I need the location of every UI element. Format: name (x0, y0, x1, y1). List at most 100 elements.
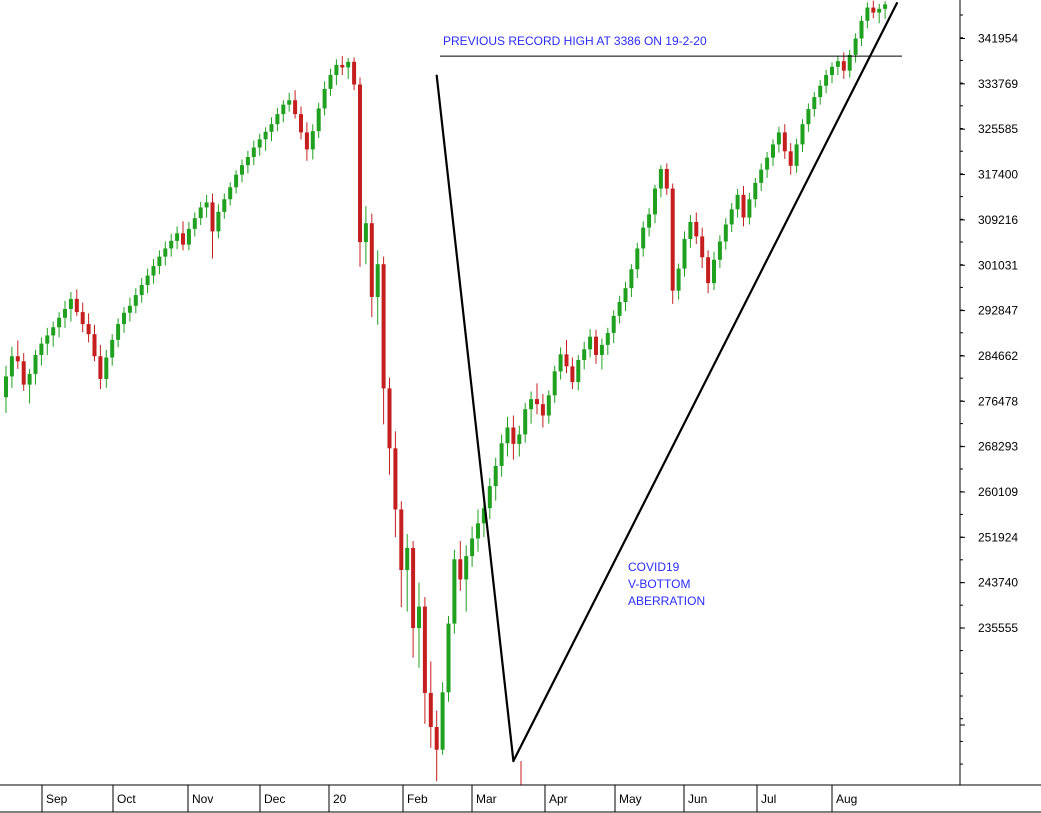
y-tick-label: 276478 (978, 394, 1018, 408)
candle-body (611, 315, 616, 333)
candle (287, 92, 292, 112)
candle (334, 59, 339, 86)
candle (169, 233, 174, 257)
candle-body (234, 174, 239, 188)
candle-body (86, 324, 91, 335)
candle (4, 365, 8, 413)
candle (369, 213, 374, 318)
candle-body (753, 182, 758, 200)
candle (546, 390, 551, 424)
y-tick-label: 235555 (978, 621, 1018, 635)
candle-body (381, 264, 386, 389)
y-tick-label: 341954 (978, 32, 1018, 46)
candle (399, 501, 404, 608)
candle-body (21, 361, 26, 385)
candle-body (328, 75, 333, 89)
candle (86, 313, 91, 343)
candle-body (198, 207, 203, 219)
candle-body (122, 312, 126, 325)
candle-body (452, 559, 457, 624)
candle (788, 143, 793, 175)
candle-body (363, 223, 368, 243)
candle (464, 545, 469, 612)
candle (493, 457, 498, 501)
candle-body (535, 399, 539, 405)
y-tick-label: 243740 (978, 576, 1018, 590)
candle (564, 339, 569, 374)
candle-body (694, 221, 699, 237)
candle (505, 416, 510, 457)
candle-body (358, 84, 362, 243)
candle-body (263, 131, 268, 140)
candle-body (257, 139, 262, 148)
candle (517, 425, 522, 457)
candle (281, 100, 286, 123)
candle-body (110, 339, 115, 358)
candle-body (299, 114, 303, 133)
candle (405, 534, 410, 612)
candle (322, 81, 327, 116)
candle-body (818, 85, 823, 98)
lines-layer (435, 2, 902, 785)
candle-body (139, 284, 144, 296)
candle (381, 256, 386, 425)
candle-body (523, 409, 528, 435)
candle-body (576, 360, 581, 383)
y-tick-label: 301031 (978, 258, 1018, 272)
candle-body (405, 547, 410, 570)
candle (263, 127, 268, 151)
x-tick-label: Jun (688, 792, 707, 806)
candle-body (169, 240, 174, 249)
candle-body (481, 508, 486, 524)
candle-body (428, 692, 433, 727)
candle (51, 321, 56, 347)
candle (511, 415, 516, 460)
candle (204, 194, 209, 218)
candle (552, 365, 557, 403)
candle (127, 297, 132, 322)
candle-body (340, 64, 345, 68)
candle-body (352, 61, 357, 85)
candle (122, 307, 126, 333)
candle (723, 218, 728, 250)
candle (45, 327, 50, 355)
candle-body (422, 606, 427, 693)
candle-body (552, 371, 557, 396)
candle-body (776, 132, 781, 145)
covid-annotation-line: ABERRATION (628, 594, 705, 608)
candle-body (216, 211, 221, 232)
candle (735, 189, 740, 218)
candle-body (558, 354, 563, 372)
candle-body (570, 366, 575, 383)
candle-body (729, 209, 734, 225)
candle (15, 340, 20, 369)
candle-body (806, 109, 811, 125)
candle-body (688, 221, 693, 239)
candle (210, 193, 215, 259)
x-tick-label: Apr (549, 792, 568, 806)
candle-body (812, 97, 817, 110)
candle-body (511, 427, 516, 444)
candle-body (706, 257, 711, 284)
candle (228, 182, 233, 206)
candle-body (434, 726, 439, 750)
candle (310, 124, 315, 160)
candle (641, 221, 646, 257)
candle-body (883, 4, 888, 9)
candle-body (599, 344, 604, 355)
candle-body (104, 357, 109, 379)
candle-body (877, 8, 882, 13)
candle (700, 227, 705, 268)
candle (68, 291, 73, 322)
candle-body (399, 509, 404, 570)
candle (417, 582, 421, 668)
candle-body (145, 275, 150, 285)
candle (776, 126, 781, 153)
candle (216, 204, 221, 239)
candle (269, 117, 274, 142)
candle (328, 68, 333, 96)
y-tick-label: 251924 (978, 530, 1018, 544)
candle-body (747, 199, 752, 218)
